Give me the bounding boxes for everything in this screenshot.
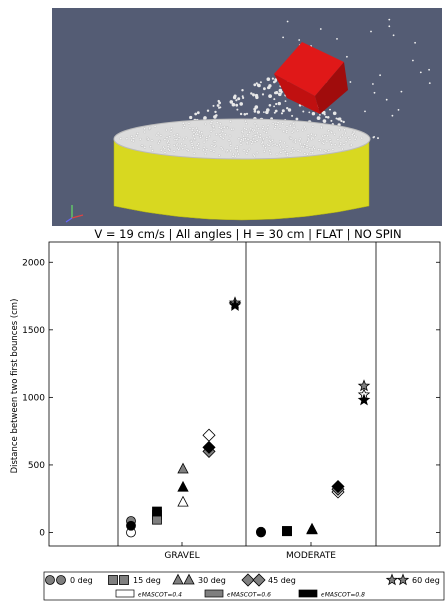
simulation-image xyxy=(65,18,431,223)
data-point-moderate-45deg-eps0.8 xyxy=(331,479,345,494)
y-tick-label: 500 xyxy=(28,461,45,471)
data-point-gravel-15deg-eps0.6 xyxy=(152,514,162,525)
chart-title: V = 19 cm/s | All angles | H = 30 cm | F… xyxy=(94,227,401,241)
legend-marker-triangle-2 xyxy=(183,573,195,585)
y-tick-label: 2000 xyxy=(22,258,45,268)
legend-label-angle: 45 deg xyxy=(268,576,296,585)
legend-swatch-eps xyxy=(204,589,224,598)
data-point-gravel-30deg-eps0.4 xyxy=(177,495,189,507)
yellow-cylinder xyxy=(113,118,371,221)
simulation-render xyxy=(52,8,442,226)
legend-label-eps: ϵMASCOT=0.8 xyxy=(321,592,365,599)
legend-label-angle: 30 deg xyxy=(198,576,226,585)
data-point-gravel-0deg-eps0.8 xyxy=(126,520,136,531)
y-tick-label: 1000 xyxy=(22,393,45,403)
y-tick-label: 0 xyxy=(39,528,45,538)
data-point-moderate-60deg-eps0.6 xyxy=(357,379,371,392)
legend-label-eps: ϵMASCOT=0.6 xyxy=(227,592,271,599)
legend-marker-diamond xyxy=(241,573,255,587)
legend-marker-triangle xyxy=(172,573,184,585)
legend: 0 deg 15 deg 30 deg 45 deg 60 deg ϵMASCOT=0.4… xyxy=(43,571,445,601)
legend-marker-star xyxy=(385,573,399,586)
legend-label-angle: 60 deg xyxy=(412,576,440,585)
legend-label-angle: 0 deg xyxy=(70,576,93,585)
data-point-gravel-60deg-eps0.8 xyxy=(228,298,242,311)
legend-swatch-eps xyxy=(298,589,318,598)
grain-bed-surface xyxy=(119,119,364,158)
plot-area: 0 500 1000 1500 2000 GRAVEL MODERATE xyxy=(22,241,441,561)
legend-marker-diamond-2 xyxy=(252,573,266,587)
legend-marker-circle xyxy=(45,575,55,585)
legend-label-angle: 15 deg xyxy=(133,576,161,585)
y-axis-label: Distance between two first bounces (cm) xyxy=(10,299,20,474)
legend-marker-circle-2 xyxy=(56,575,66,585)
red-cube xyxy=(274,42,348,114)
data-point-gravel-30deg-eps0.6 xyxy=(177,462,189,474)
data-point-gravel-15deg-eps0.8 xyxy=(152,506,162,517)
data-point-moderate-15deg-eps0.8 xyxy=(282,526,292,537)
legend-marker-star-2 xyxy=(396,573,410,586)
x-tick-label: GRAVEL xyxy=(164,551,199,561)
legend-marker-square xyxy=(108,575,118,585)
plot-frame xyxy=(48,241,441,547)
xyz-axes-icon xyxy=(65,205,84,223)
data-point-gravel-45deg-eps0.8 xyxy=(202,440,216,454)
data-point-gravel-45deg-eps0.4 xyxy=(202,428,216,442)
data-point-moderate-60deg-eps0.8 xyxy=(357,393,371,406)
data-point-moderate-0deg-eps0.8 xyxy=(256,527,266,538)
chart-svg: V = 19 cm/s | All angles | H = 30 cm | F… xyxy=(10,227,445,601)
legend-label-eps: ϵMASCOT=0.4 xyxy=(138,592,182,599)
legend-swatch-eps xyxy=(115,589,135,598)
chart: V = 19 cm/s | All angles | H = 30 cm | F… xyxy=(0,226,445,602)
y-tick-label: 1500 xyxy=(22,326,45,336)
legend-marker-square-2 xyxy=(119,575,129,585)
data-point-moderate-30deg-eps0.8 xyxy=(306,522,318,534)
x-tick-label: MODERATE xyxy=(286,551,336,561)
data-point-gravel-30deg-eps0.8 xyxy=(177,480,189,492)
